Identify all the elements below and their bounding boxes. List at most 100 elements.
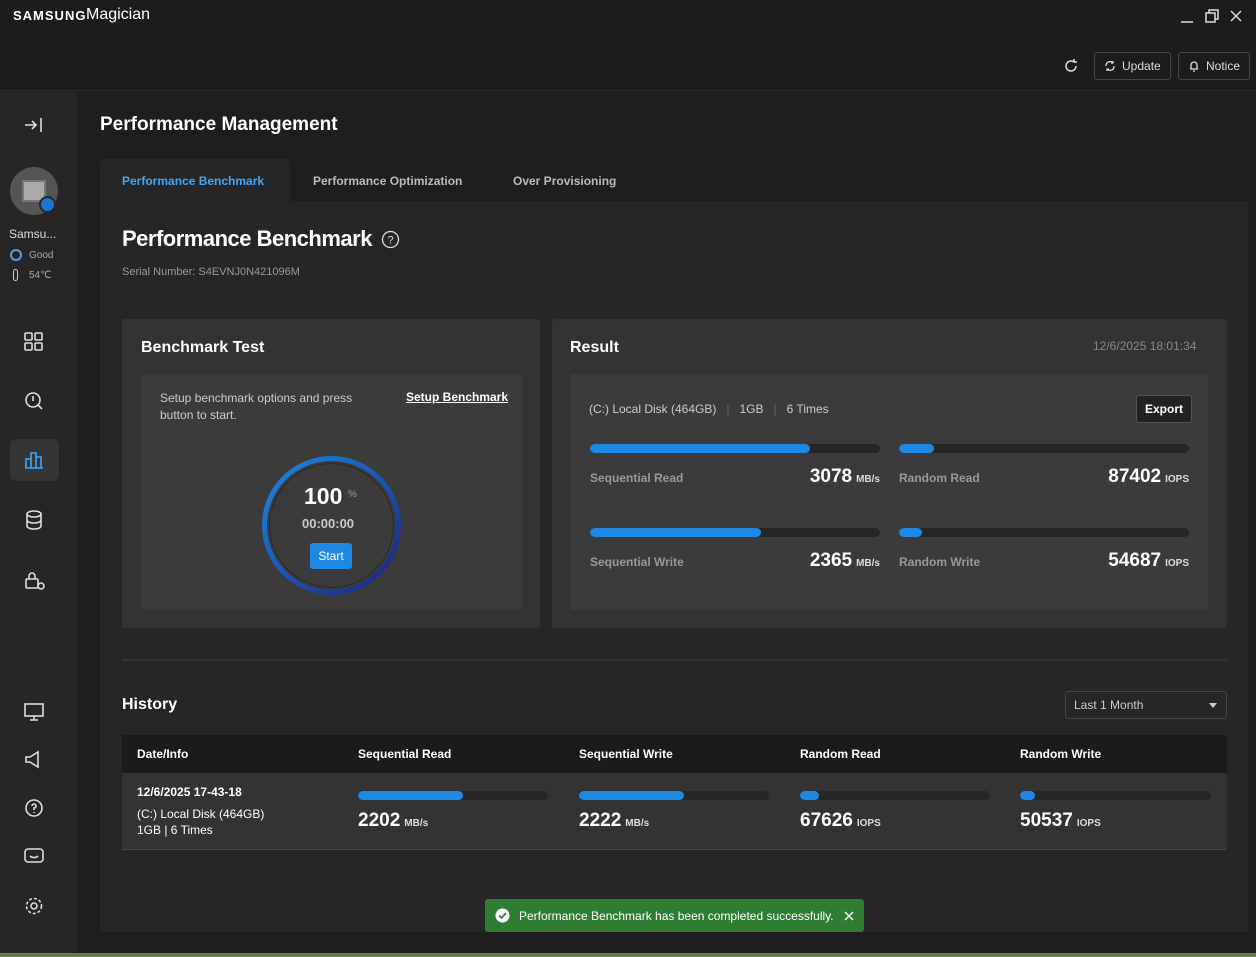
history-config: 1GB | 6 Times bbox=[137, 823, 213, 837]
table-header bbox=[122, 735, 1227, 773]
tab[interactable]: Performance Optimization bbox=[313, 174, 463, 188]
history-date: 12/6/2025 17-43-18 bbox=[137, 785, 242, 799]
svg-text:?: ? bbox=[387, 235, 393, 247]
history-bar bbox=[579, 791, 684, 800]
metric-reading: 2365 MB/s bbox=[700, 550, 880, 572]
nav-display[interactable] bbox=[24, 702, 44, 722]
history-filter[interactable]: Last 1 Month bbox=[1065, 691, 1227, 719]
metric-unit: MB/s bbox=[856, 558, 880, 569]
history-bar bbox=[1020, 791, 1036, 800]
column-header: Date/Info bbox=[137, 747, 189, 761]
metric-value: 87402 bbox=[1108, 466, 1162, 487]
setup-link[interactable]: Setup Benchmark bbox=[406, 390, 509, 404]
progress-value: 100 bbox=[304, 483, 343, 509]
metric-unit: MB/s bbox=[856, 474, 880, 485]
title-bar bbox=[0, 0, 1256, 91]
temperature: 54℃ bbox=[29, 270, 52, 281]
column-header: Sequential Write bbox=[579, 747, 673, 761]
metric-track bbox=[899, 444, 1189, 453]
nav-active-bg bbox=[10, 439, 59, 481]
history-track bbox=[1020, 791, 1211, 800]
collapse-icon[interactable] bbox=[24, 116, 44, 134]
metric-bar bbox=[899, 444, 934, 453]
metric-value: 2365 bbox=[809, 550, 853, 571]
tab[interactable]: Over Provisioning bbox=[513, 174, 617, 188]
card-title: Benchmark Test bbox=[141, 339, 265, 356]
column-header: Random Write bbox=[1020, 747, 1102, 761]
verified-badge bbox=[39, 196, 56, 213]
sidebar: Samsu... Good 54℃ bbox=[0, 92, 77, 957]
column-header: Sequential Read bbox=[358, 747, 452, 761]
metric-unit: IOPS bbox=[1165, 474, 1189, 485]
update-label: Update bbox=[1122, 59, 1161, 73]
status: Good bbox=[29, 250, 54, 261]
metric-label: Random Write bbox=[899, 555, 981, 569]
history-reading: 2222 MB/s bbox=[579, 810, 649, 832]
history-track bbox=[579, 791, 769, 800]
nav-overview[interactable] bbox=[24, 332, 44, 352]
metric-bar bbox=[899, 528, 923, 537]
column-header: Random Read bbox=[800, 747, 881, 761]
device-name: Samsu... bbox=[9, 227, 57, 241]
history-value: 2222 bbox=[579, 810, 622, 831]
metric-reading: 3078 MB/s bbox=[700, 466, 880, 488]
refresh-button[interactable] bbox=[1063, 58, 1079, 74]
temp-icon bbox=[13, 269, 18, 281]
result-box bbox=[570, 374, 1208, 610]
history-title: History bbox=[122, 696, 178, 713]
progress-gauge bbox=[262, 456, 401, 595]
nav-performance[interactable] bbox=[24, 450, 44, 470]
nav-settings[interactable] bbox=[24, 896, 44, 916]
tab[interactable]: Performance Benchmark bbox=[122, 174, 265, 188]
history-track bbox=[800, 791, 990, 800]
metric-track bbox=[590, 444, 880, 453]
table-row bbox=[122, 773, 1227, 850]
disk: (C:) Local Disk (464GB) bbox=[589, 402, 717, 416]
serial-number: Serial Number: S4EVNJ0N421096M bbox=[122, 266, 300, 278]
start-button[interactable]: Start bbox=[310, 543, 352, 569]
notice-label: Notice bbox=[1206, 59, 1241, 73]
nav-announce[interactable] bbox=[24, 750, 44, 770]
metric-bar bbox=[590, 444, 811, 453]
progress-ring bbox=[262, 456, 401, 595]
progress-unit: % bbox=[348, 489, 357, 500]
history-bar bbox=[358, 791, 463, 800]
metric-bar bbox=[590, 528, 762, 537]
status-icon bbox=[10, 249, 22, 261]
update-button[interactable]: Update bbox=[1094, 52, 1171, 80]
history-track bbox=[358, 791, 548, 800]
instruction: Setup benchmark options and press button… bbox=[160, 391, 353, 422]
tab-active-bg bbox=[100, 159, 290, 202]
metric-reading: 87402 IOPS bbox=[1009, 466, 1189, 488]
nav-diagnostics[interactable] bbox=[24, 391, 44, 411]
history-value: 50537 bbox=[1020, 810, 1073, 831]
drive-icon bbox=[22, 180, 46, 202]
test-size: 1GB bbox=[739, 402, 764, 416]
metric-unit: IOPS bbox=[1165, 558, 1189, 569]
result-config: (C:) Local Disk (464GB) | 1GB | 6 Times bbox=[589, 402, 829, 416]
history-unit: IOPS bbox=[856, 818, 881, 829]
card-title: Result bbox=[570, 339, 619, 356]
nav-help[interactable] bbox=[24, 798, 44, 818]
section-title: Performance Benchmark bbox=[122, 226, 372, 251]
history-reading: 50537 IOPS bbox=[1020, 810, 1101, 832]
history-unit: IOPS bbox=[1076, 818, 1101, 829]
nav-feedback[interactable] bbox=[24, 847, 44, 867]
toast-message: Performance Benchmark has been completed… bbox=[519, 908, 834, 923]
export-button[interactable]: Export bbox=[1136, 395, 1193, 423]
nav-data[interactable] bbox=[24, 510, 44, 530]
window-controls[interactable] bbox=[1178, 8, 1248, 26]
notice-button[interactable]: Notice bbox=[1178, 52, 1251, 80]
nav-security[interactable] bbox=[24, 570, 46, 592]
history-reading: 2202 MB/s bbox=[358, 810, 428, 832]
brand: SAMSUNG bbox=[13, 8, 87, 23]
desktop-strip bbox=[0, 953, 1256, 957]
page-title: Performance Management bbox=[100, 114, 338, 135]
toast-close[interactable] bbox=[844, 911, 854, 921]
test-runs: 6 Times bbox=[786, 402, 829, 416]
help-icon[interactable]: ? bbox=[381, 230, 400, 249]
history-disk: (C:) Local Disk (464GB) bbox=[137, 807, 265, 821]
metric-label: Sequential Write bbox=[590, 555, 684, 569]
